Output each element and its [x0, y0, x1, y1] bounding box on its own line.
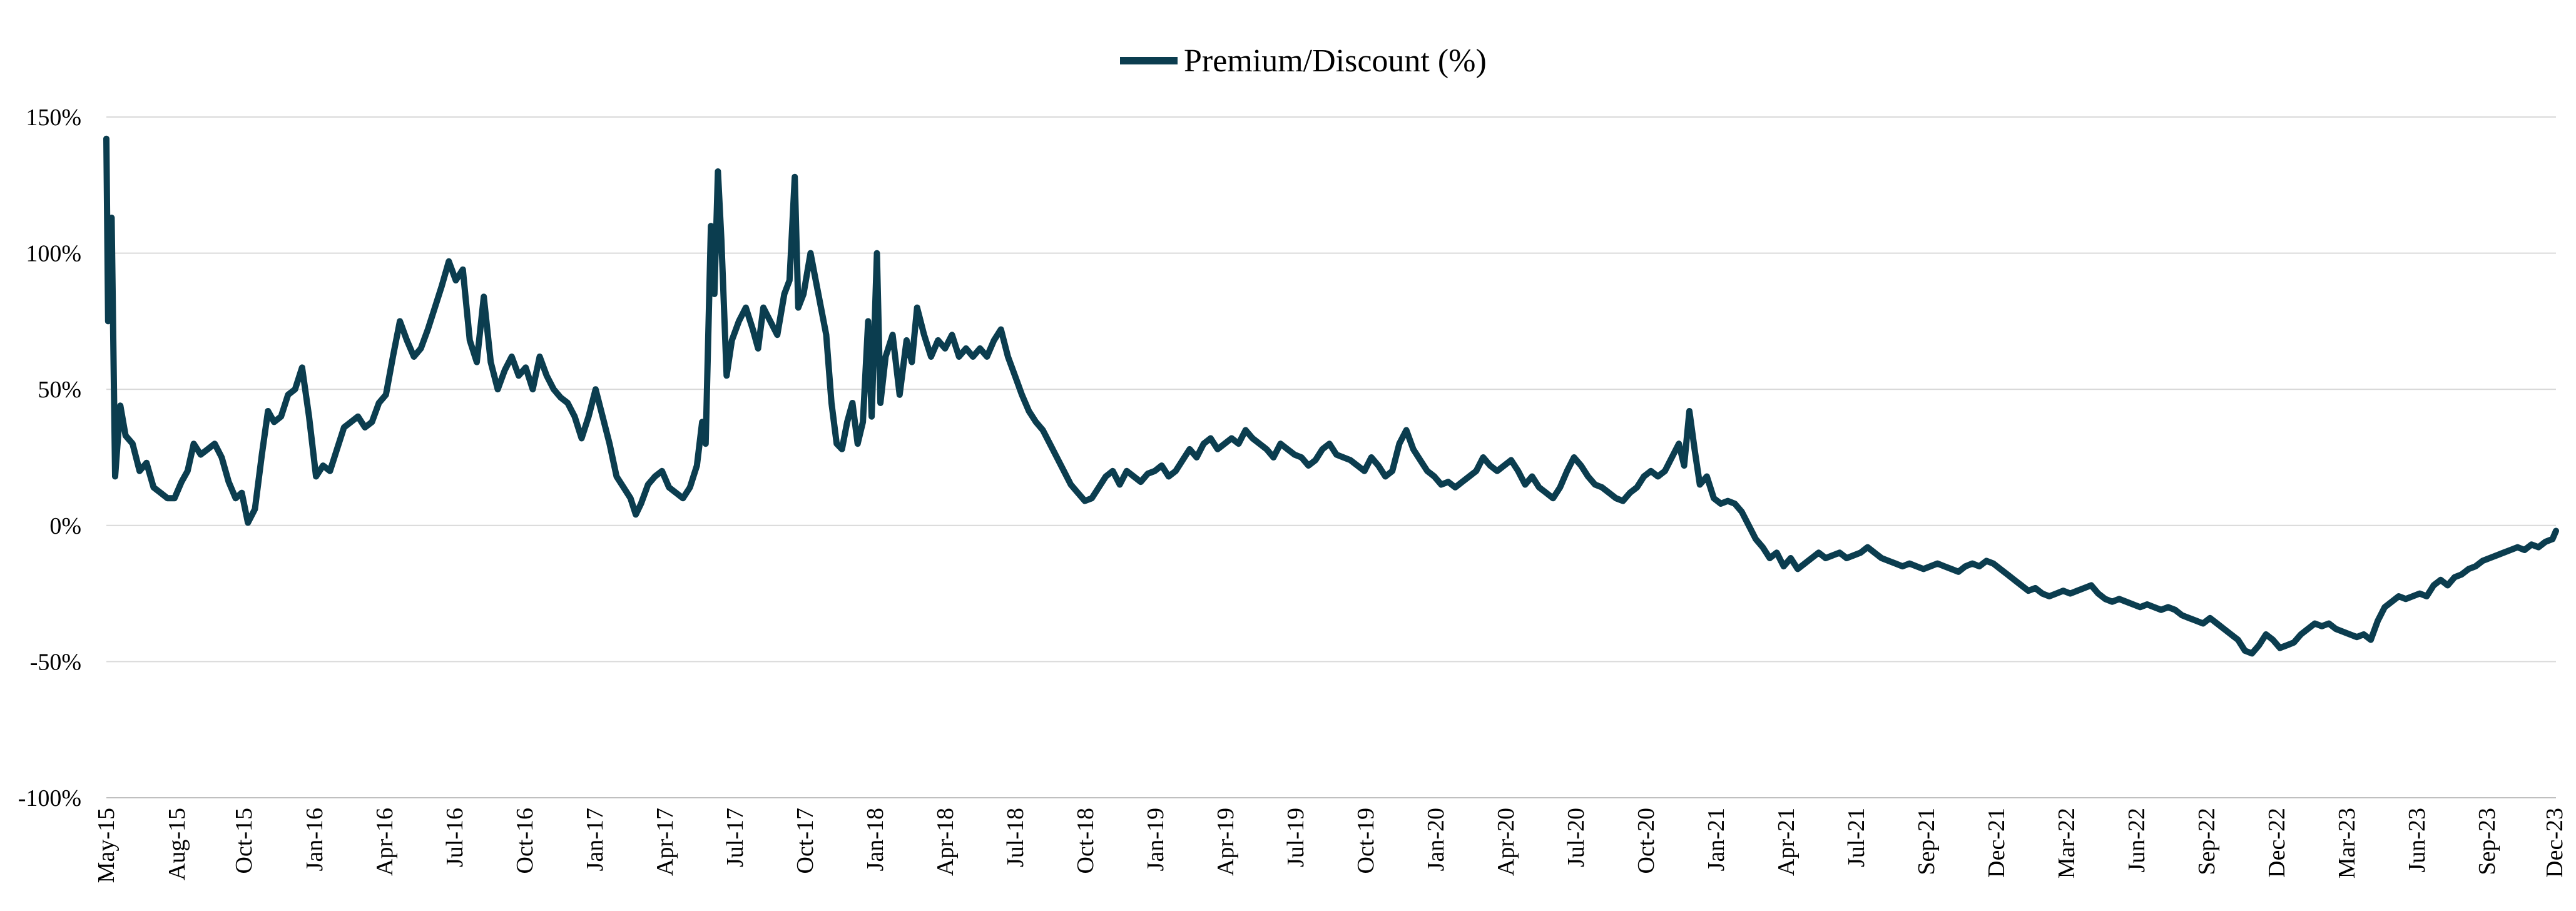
- series-line-premium-discount: [103, 135, 2559, 657]
- x-tick-label: Jun-23: [2404, 808, 2430, 872]
- x-tick-label: Jul-19: [1283, 808, 1309, 867]
- x-tick-label: Jul-18: [1002, 808, 1029, 867]
- x-tick-label: Apr-20: [1493, 808, 1519, 876]
- x-tick-label: Apr-21: [1773, 808, 1800, 876]
- x-tick-label: Jan-21: [1703, 808, 1729, 871]
- x-tick-label: Mar-23: [2334, 808, 2360, 878]
- x-tick-label: Oct-18: [1072, 808, 1099, 874]
- x-tick-label: Mar-22: [2054, 808, 2080, 878]
- x-tick-label: Jan-18: [862, 808, 888, 871]
- x-tick-label: Oct-19: [1353, 808, 1379, 874]
- series-group: [103, 135, 2559, 657]
- y-tick-label: 50%: [38, 377, 81, 403]
- x-tick-label: Oct-16: [512, 808, 538, 874]
- y-axis-tick-labels: 150% 100% 50% 0% -50% -100%: [18, 104, 81, 812]
- x-tick-label: Oct-17: [792, 808, 818, 874]
- x-tick-label: Jul-21: [1843, 808, 1870, 867]
- y-tick-label: 100%: [26, 241, 81, 267]
- x-tick-label: Jan-17: [582, 808, 608, 871]
- x-tick-label: Jun-22: [2124, 808, 2150, 872]
- x-tick-label: Jul-17: [722, 808, 748, 867]
- y-tick-label: 0%: [49, 513, 81, 539]
- x-tick-label: Sep-21: [1913, 808, 1940, 875]
- x-tick-label: Jul-16: [442, 808, 468, 867]
- y-tick-label: -50%: [30, 649, 81, 675]
- gridlines: [106, 116, 2556, 798]
- x-tick-label: Dec-22: [2264, 808, 2290, 878]
- y-tick-label: 150%: [26, 104, 81, 131]
- x-tick-label: May-15: [93, 808, 120, 883]
- legend: Premium/Discount (%): [1120, 43, 1487, 79]
- x-tick-label: Jul-20: [1563, 808, 1589, 867]
- x-tick-label: Dec-23: [2542, 808, 2568, 878]
- x-tick-label: Sep-23: [2474, 808, 2500, 875]
- x-tick-label: Oct-15: [231, 808, 257, 874]
- x-tick-label: Apr-16: [372, 808, 398, 876]
- y-tick-label: -100%: [18, 785, 81, 812]
- x-tick-label: Jan-16: [302, 808, 328, 871]
- x-tick-label: Oct-20: [1633, 808, 1659, 874]
- x-tick-label: Jan-19: [1143, 808, 1169, 871]
- x-tick-label: Apr-19: [1213, 808, 1239, 876]
- x-axis-tick-labels: May-15 Aug-15 Oct-15 Jan-16 Apr-16 Jul-16 Oct-…: [93, 808, 2568, 883]
- x-tick-label: Jan-20: [1423, 808, 1449, 871]
- x-tick-label: Apr-18: [932, 808, 959, 876]
- x-tick-label: Aug-15: [164, 808, 190, 880]
- x-tick-label: Apr-17: [652, 808, 678, 876]
- x-tick-label: Sep-22: [2194, 808, 2220, 875]
- legend-label: Premium/Discount (%): [1184, 43, 1487, 79]
- x-tick-label: Dec-21: [1983, 808, 2010, 878]
